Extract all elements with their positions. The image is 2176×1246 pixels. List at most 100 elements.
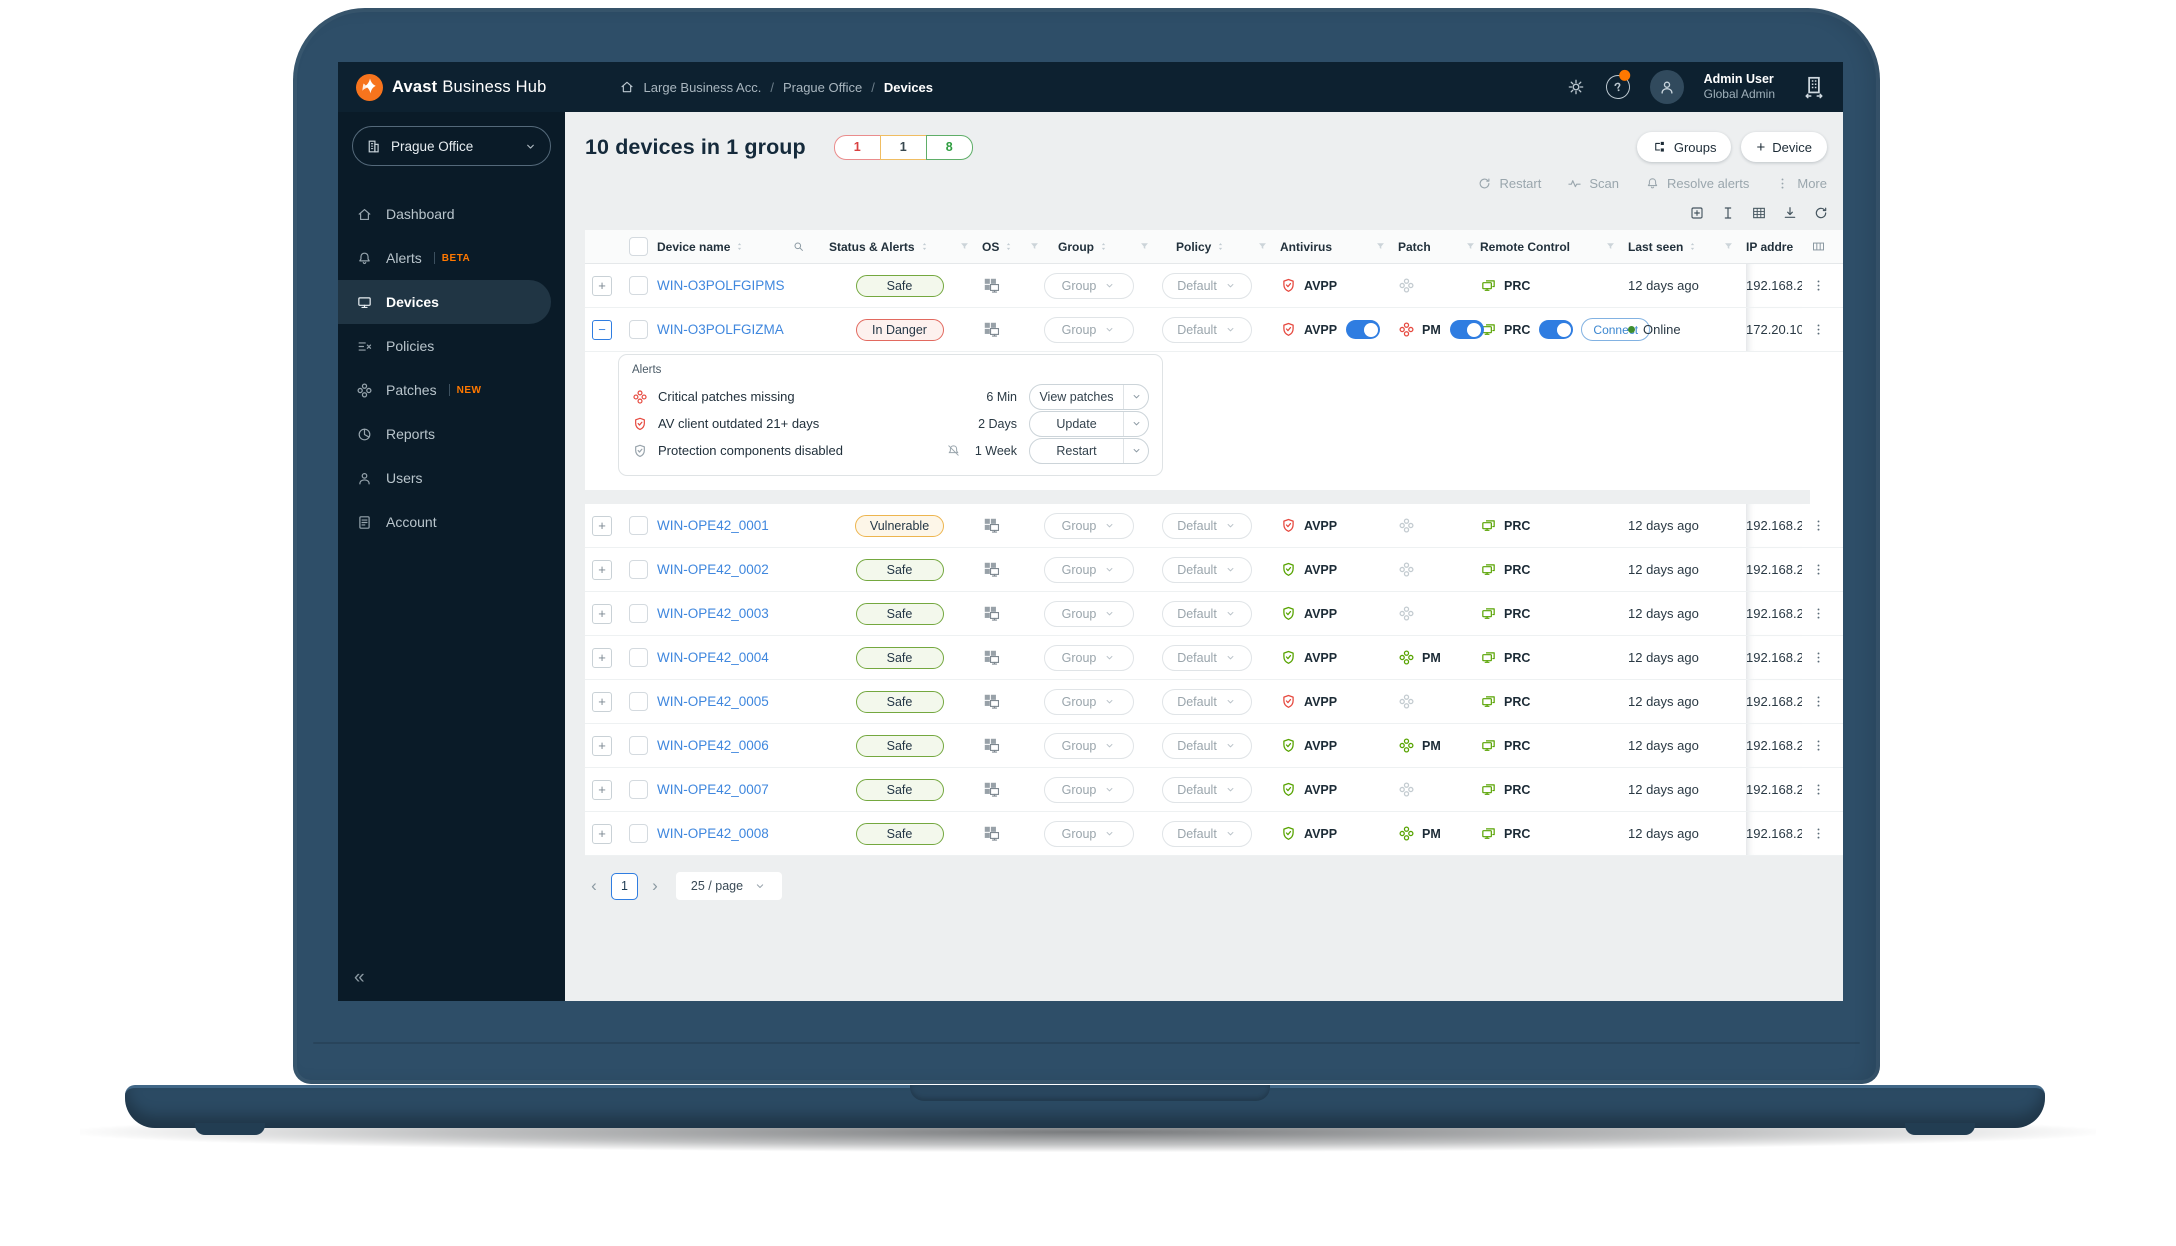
filter-funnel-icon[interactable] [1375, 241, 1386, 252]
company-switcher-icon[interactable] [1801, 74, 1827, 100]
col-os[interactable]: OS [982, 240, 1044, 254]
filter-funnel-icon[interactable] [1139, 241, 1150, 252]
connect-button[interactable]: Connect [1581, 318, 1651, 341]
group-select[interactable]: Group [1044, 316, 1134, 343]
row-menu-button[interactable] [1811, 322, 1826, 337]
filter-funnel-icon[interactable] [959, 241, 970, 252]
page-size-select[interactable]: 25 / page [676, 872, 782, 900]
expand-row-button[interactable]: + [592, 647, 612, 668]
expand-row-button[interactable]: + [592, 691, 612, 712]
sort-icon[interactable] [1098, 241, 1109, 252]
prev-page-button[interactable]: ‹ [591, 876, 597, 895]
row-menu-button[interactable] [1811, 694, 1826, 709]
device-name-link[interactable]: WIN-O3POLFGIPMS [657, 278, 785, 293]
expand-row-button[interactable]: + [592, 515, 612, 536]
row-checkbox[interactable] [628, 604, 648, 623]
sort-icon[interactable] [734, 241, 745, 252]
expand-row-button[interactable]: + [592, 779, 612, 800]
row-checkbox[interactable] [628, 736, 648, 755]
group-select[interactable]: Group [1044, 820, 1134, 847]
col-last-seen[interactable]: Last seen [1628, 240, 1746, 254]
chevron-down-icon[interactable] [1123, 384, 1148, 409]
policy-select[interactable]: Default [1162, 272, 1252, 299]
col-group[interactable]: Group [1044, 240, 1162, 254]
row-checkbox[interactable] [628, 648, 648, 667]
table-grid-icon[interactable] [1751, 205, 1767, 221]
sidebar-item-users[interactable]: Users [338, 456, 565, 500]
policy-select[interactable]: Default [1162, 688, 1252, 715]
group-select[interactable]: Group [1044, 272, 1134, 299]
device-name-link[interactable]: WIN-OPE42_0001 [657, 518, 769, 533]
filter-funnel-icon[interactable] [1605, 241, 1616, 252]
add-device-button[interactable]: + Device [1741, 132, 1827, 162]
expand-row-button[interactable]: + [592, 559, 612, 580]
sidebar-item-alerts[interactable]: Alerts BETA [338, 236, 565, 280]
device-name-link[interactable]: WIN-OPE42_0008 [657, 826, 769, 841]
filter-funnel-icon[interactable] [1465, 241, 1476, 252]
group-select[interactable]: Group [1044, 644, 1134, 671]
sidebar-item-devices[interactable]: Devices [338, 280, 551, 324]
row-menu-button[interactable] [1811, 518, 1826, 533]
add-panel-icon[interactable] [1689, 205, 1705, 221]
groups-button[interactable]: Groups [1636, 132, 1732, 162]
filter-funnel-icon[interactable] [1723, 241, 1734, 252]
col-status[interactable]: Status & Alerts [817, 240, 982, 254]
patch-toggle[interactable] [1449, 320, 1484, 339]
row-menu-button[interactable] [1811, 650, 1826, 665]
column-settings-icon[interactable] [1802, 239, 1835, 254]
restart-button[interactable]: Restart [1029, 437, 1149, 464]
warning-count[interactable]: 1 [879, 134, 927, 160]
user-avatar[interactable] [1649, 70, 1684, 104]
sidebar-item-reports[interactable]: Reports [338, 412, 565, 456]
sort-icon[interactable] [919, 241, 930, 252]
col-patch[interactable]: Patch [1398, 240, 1480, 254]
sidebar-item-policies[interactable]: Policies [338, 324, 565, 368]
text-cursor-icon[interactable] [1720, 205, 1736, 221]
policy-select[interactable]: Default [1162, 316, 1252, 343]
device-name-link[interactable]: WIN-OPE42_0006 [657, 738, 769, 753]
sort-icon[interactable] [1003, 241, 1014, 252]
group-select[interactable]: Group [1044, 776, 1134, 803]
chevron-down-icon[interactable] [1123, 411, 1148, 436]
col-remote-control[interactable]: Remote Control [1480, 240, 1628, 254]
view-patches-button[interactable]: View patches [1029, 383, 1149, 410]
group-select[interactable]: Group [1044, 600, 1134, 627]
next-page-button[interactable]: › [652, 876, 658, 895]
device-name-link[interactable]: WIN-OPE42_0007 [657, 782, 769, 797]
group-select[interactable]: Group [1044, 556, 1134, 583]
col-policy[interactable]: Policy [1162, 240, 1280, 254]
col-device-name[interactable]: Device name [657, 240, 817, 254]
col-ip-address[interactable]: IP addre [1746, 239, 1794, 254]
current-page[interactable]: 1 [611, 872, 638, 900]
antivirus-toggle[interactable] [1346, 320, 1381, 339]
device-name-link[interactable]: WIN-OPE42_0004 [657, 650, 769, 665]
update-button[interactable]: Update [1029, 410, 1149, 437]
expand-row-button[interactable]: − [592, 319, 612, 340]
remote-control-toggle[interactable] [1539, 320, 1574, 339]
policy-select[interactable]: Default [1162, 776, 1252, 803]
safe-count[interactable]: 8 [925, 134, 973, 160]
row-menu-button[interactable] [1811, 606, 1826, 621]
policy-select[interactable]: Default [1162, 644, 1252, 671]
brand-logo[interactable]: Avast Business Hub [356, 73, 547, 101]
resolve-alerts-action[interactable]: Resolve alerts [1645, 176, 1749, 191]
policy-select[interactable]: Default [1162, 732, 1252, 759]
col-antivirus[interactable]: Antivirus [1280, 240, 1398, 254]
device-name-link[interactable]: WIN-OPE42_0005 [657, 694, 769, 709]
sidebar-item-account[interactable]: Account [338, 500, 565, 544]
row-checkbox[interactable] [628, 692, 648, 711]
row-menu-button[interactable] [1811, 562, 1826, 577]
device-name-link[interactable]: WIN-O3POLFGIZMA [657, 322, 784, 337]
row-checkbox[interactable] [628, 320, 648, 339]
download-icon[interactable] [1782, 205, 1798, 221]
filter-funnel-icon[interactable] [1029, 241, 1040, 252]
policy-select[interactable]: Default [1162, 600, 1252, 627]
select-all-checkbox[interactable] [628, 237, 648, 256]
group-select[interactable]: Group [1044, 688, 1134, 715]
row-checkbox[interactable] [628, 824, 648, 843]
row-checkbox[interactable] [628, 560, 648, 579]
breadcrumb-account[interactable]: Large Business Acc. [643, 79, 762, 95]
group-select[interactable]: Group [1044, 512, 1134, 539]
settings-gear-icon[interactable] [1566, 77, 1586, 97]
expand-row-button[interactable]: + [592, 603, 612, 624]
